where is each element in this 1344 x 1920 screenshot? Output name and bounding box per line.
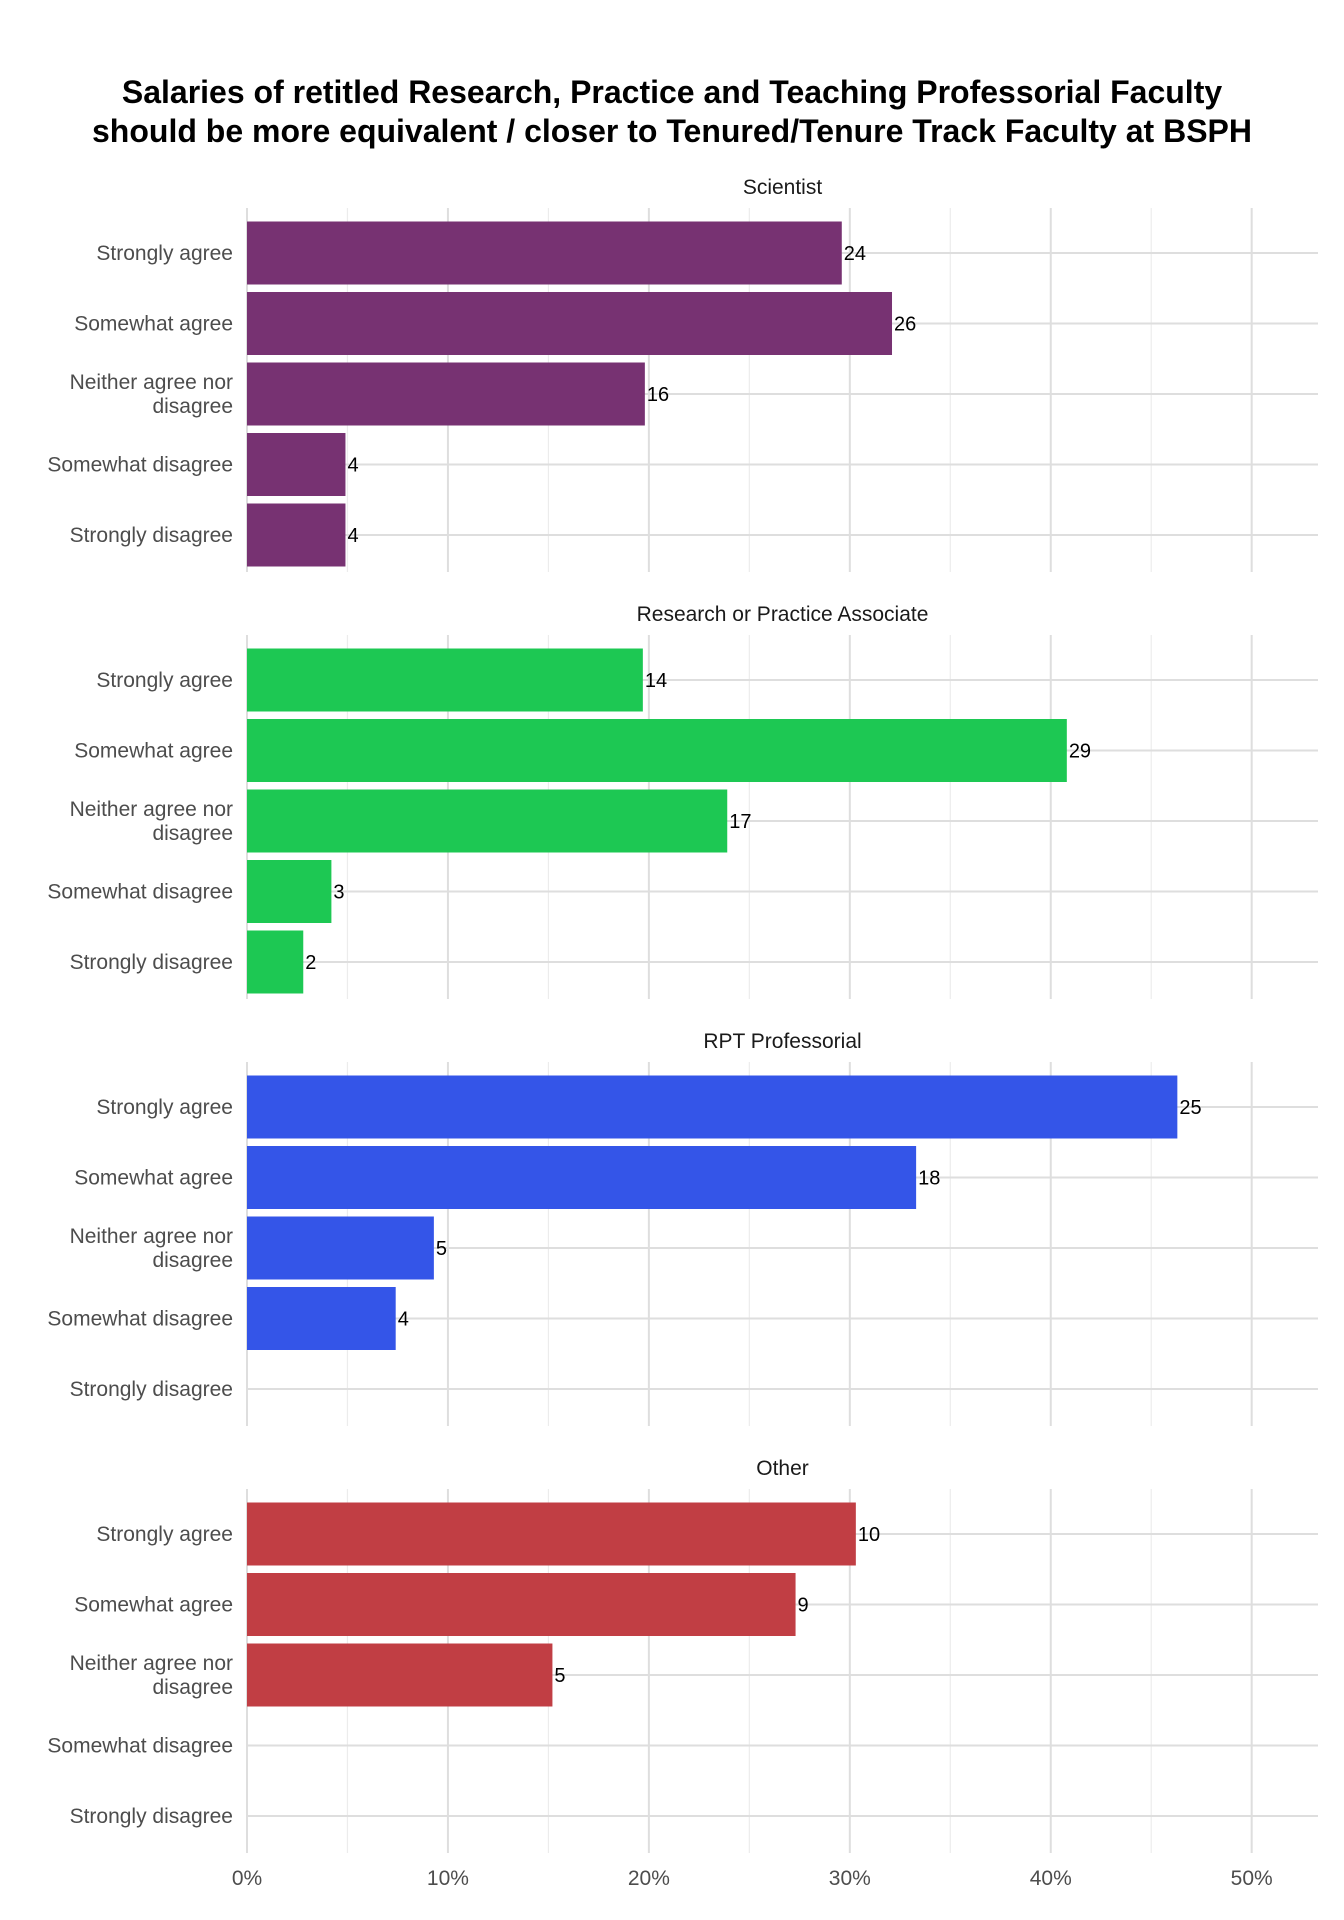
category-label: Somewhat agree — [74, 313, 233, 336]
bar — [247, 1573, 796, 1636]
category-label-line: Strongly agree — [96, 669, 233, 692]
category-label-line: Neither agree nor — [70, 1225, 233, 1248]
bar — [247, 1502, 856, 1566]
bar-value-label: 9 — [798, 1595, 809, 1617]
category-label-line: Somewhat disagree — [47, 1308, 233, 1331]
category-label-line: disagree — [152, 822, 233, 845]
category-label: Neither agree nor disagree — [70, 798, 233, 845]
bar-value-label: 24 — [844, 243, 866, 265]
category-label: Strongly agree — [96, 1096, 233, 1119]
category-label-line: Somewhat agree — [74, 313, 233, 336]
category-label-line: Neither agree nor — [70, 1652, 233, 1675]
category-label: Strongly disagree — [70, 1805, 233, 1828]
bar-value-label: 5 — [554, 1665, 565, 1687]
facet-title: Scientist — [743, 176, 823, 199]
category-label-line: Somewhat agree — [74, 1594, 233, 1617]
category-label: Strongly agree — [96, 669, 233, 692]
x-axis: 0% 10% 20% 30% 40% 50% — [232, 1867, 1273, 1890]
bar-value-label: 18 — [918, 1168, 940, 1190]
category-label-line: Somewhat disagree — [47, 1735, 233, 1758]
category-label-line: Somewhat disagree — [47, 881, 233, 904]
category-label-line: disagree — [152, 395, 233, 418]
facet-panel: RPT Professorial Strongly agree 25 Somewhat… — [47, 1030, 1318, 1426]
bar-value-label: 17 — [729, 811, 751, 833]
bar — [247, 1146, 917, 1209]
category-label: Somewhat disagree — [47, 1735, 233, 1758]
bar — [247, 930, 304, 994]
category-label: Strongly agree — [96, 1523, 233, 1546]
facet-title: Other — [756, 1457, 809, 1480]
category-label: Neither agree nor disagree — [70, 371, 233, 418]
bar — [247, 362, 645, 426]
chart-title-line-2: should be more equivalent / closer to Te… — [92, 113, 1252, 149]
category-label-line: Strongly agree — [96, 1096, 233, 1119]
category-label-line: disagree — [152, 1249, 233, 1272]
bar — [247, 221, 842, 285]
category-label-line: Strongly agree — [96, 242, 233, 265]
bar-value-label: 4 — [398, 1309, 409, 1331]
bar-value-label: 4 — [347, 525, 358, 547]
category-label-line: Strongly disagree — [70, 524, 233, 547]
bar-value-label: 25 — [1179, 1097, 1201, 1119]
category-label-line: disagree — [152, 1676, 233, 1699]
facet-title: RPT Professorial — [703, 1030, 861, 1053]
bar — [247, 292, 893, 355]
category-label-line: Neither agree nor — [70, 371, 233, 394]
x-tick-label: 30% — [829, 1867, 871, 1890]
bar — [247, 1287, 396, 1350]
category-label: Somewhat agree — [74, 740, 233, 763]
facet-panel: Other Strongly agree 10 Somewhat agree 9 Neit… — [47, 1457, 1318, 1853]
category-label: Somewhat agree — [74, 1594, 233, 1617]
bar — [247, 1216, 434, 1280]
facet-panel: Research or Practice Associate Strongly a… — [47, 603, 1318, 999]
facet-panel: Scientist Strongly agree 24 Somewhat agree 2… — [47, 176, 1318, 572]
x-tick-label: 20% — [628, 1867, 670, 1890]
x-tick-label: 40% — [1030, 1867, 1072, 1890]
category-label: Strongly disagree — [70, 524, 233, 547]
bar-value-label: 14 — [645, 670, 667, 692]
category-label-line: Strongly agree — [96, 1523, 233, 1546]
bar — [247, 503, 346, 567]
bar-value-label: 4 — [347, 455, 358, 477]
bar-value-label: 10 — [858, 1524, 880, 1546]
bar — [247, 1075, 1178, 1139]
category-label: Somewhat disagree — [47, 1308, 233, 1331]
category-label-line: Strongly disagree — [70, 951, 233, 974]
bar — [247, 433, 346, 496]
category-label: Strongly disagree — [70, 951, 233, 974]
category-label: Somewhat disagree — [47, 454, 233, 477]
category-label-line: Strongly disagree — [70, 1378, 233, 1401]
category-label-line: Neither agree nor — [70, 798, 233, 821]
bar-value-label: 26 — [894, 314, 916, 336]
category-label-line: Somewhat agree — [74, 740, 233, 763]
bar — [247, 860, 332, 923]
category-label: Somewhat disagree — [47, 881, 233, 904]
x-tick-label: 0% — [232, 1867, 262, 1890]
category-label: Strongly agree — [96, 242, 233, 265]
bar — [247, 1643, 553, 1707]
category-label: Neither agree nor disagree — [70, 1225, 233, 1272]
x-tick-label: 10% — [427, 1867, 469, 1890]
bar-value-label: 29 — [1069, 741, 1091, 763]
chart-title-line-1: Salaries of retitled Research, Practice … — [122, 74, 1222, 110]
bar-value-label: 2 — [305, 952, 316, 974]
facet-title: Research or Practice Associate — [637, 603, 929, 626]
category-label: Neither agree nor disagree — [70, 1652, 233, 1699]
bar-value-label: 5 — [436, 1238, 447, 1260]
bar — [247, 719, 1067, 782]
x-tick-label: 50% — [1231, 1867, 1273, 1890]
category-label-line: Somewhat disagree — [47, 454, 233, 477]
bar-value-label: 3 — [333, 882, 344, 904]
category-label-line: Somewhat agree — [74, 1167, 233, 1190]
bar-value-label: 16 — [647, 384, 669, 406]
bar — [247, 789, 728, 853]
category-label: Strongly disagree — [70, 1378, 233, 1401]
category-label-line: Strongly disagree — [70, 1805, 233, 1828]
category-label: Somewhat agree — [74, 1167, 233, 1190]
bar — [247, 648, 643, 712]
